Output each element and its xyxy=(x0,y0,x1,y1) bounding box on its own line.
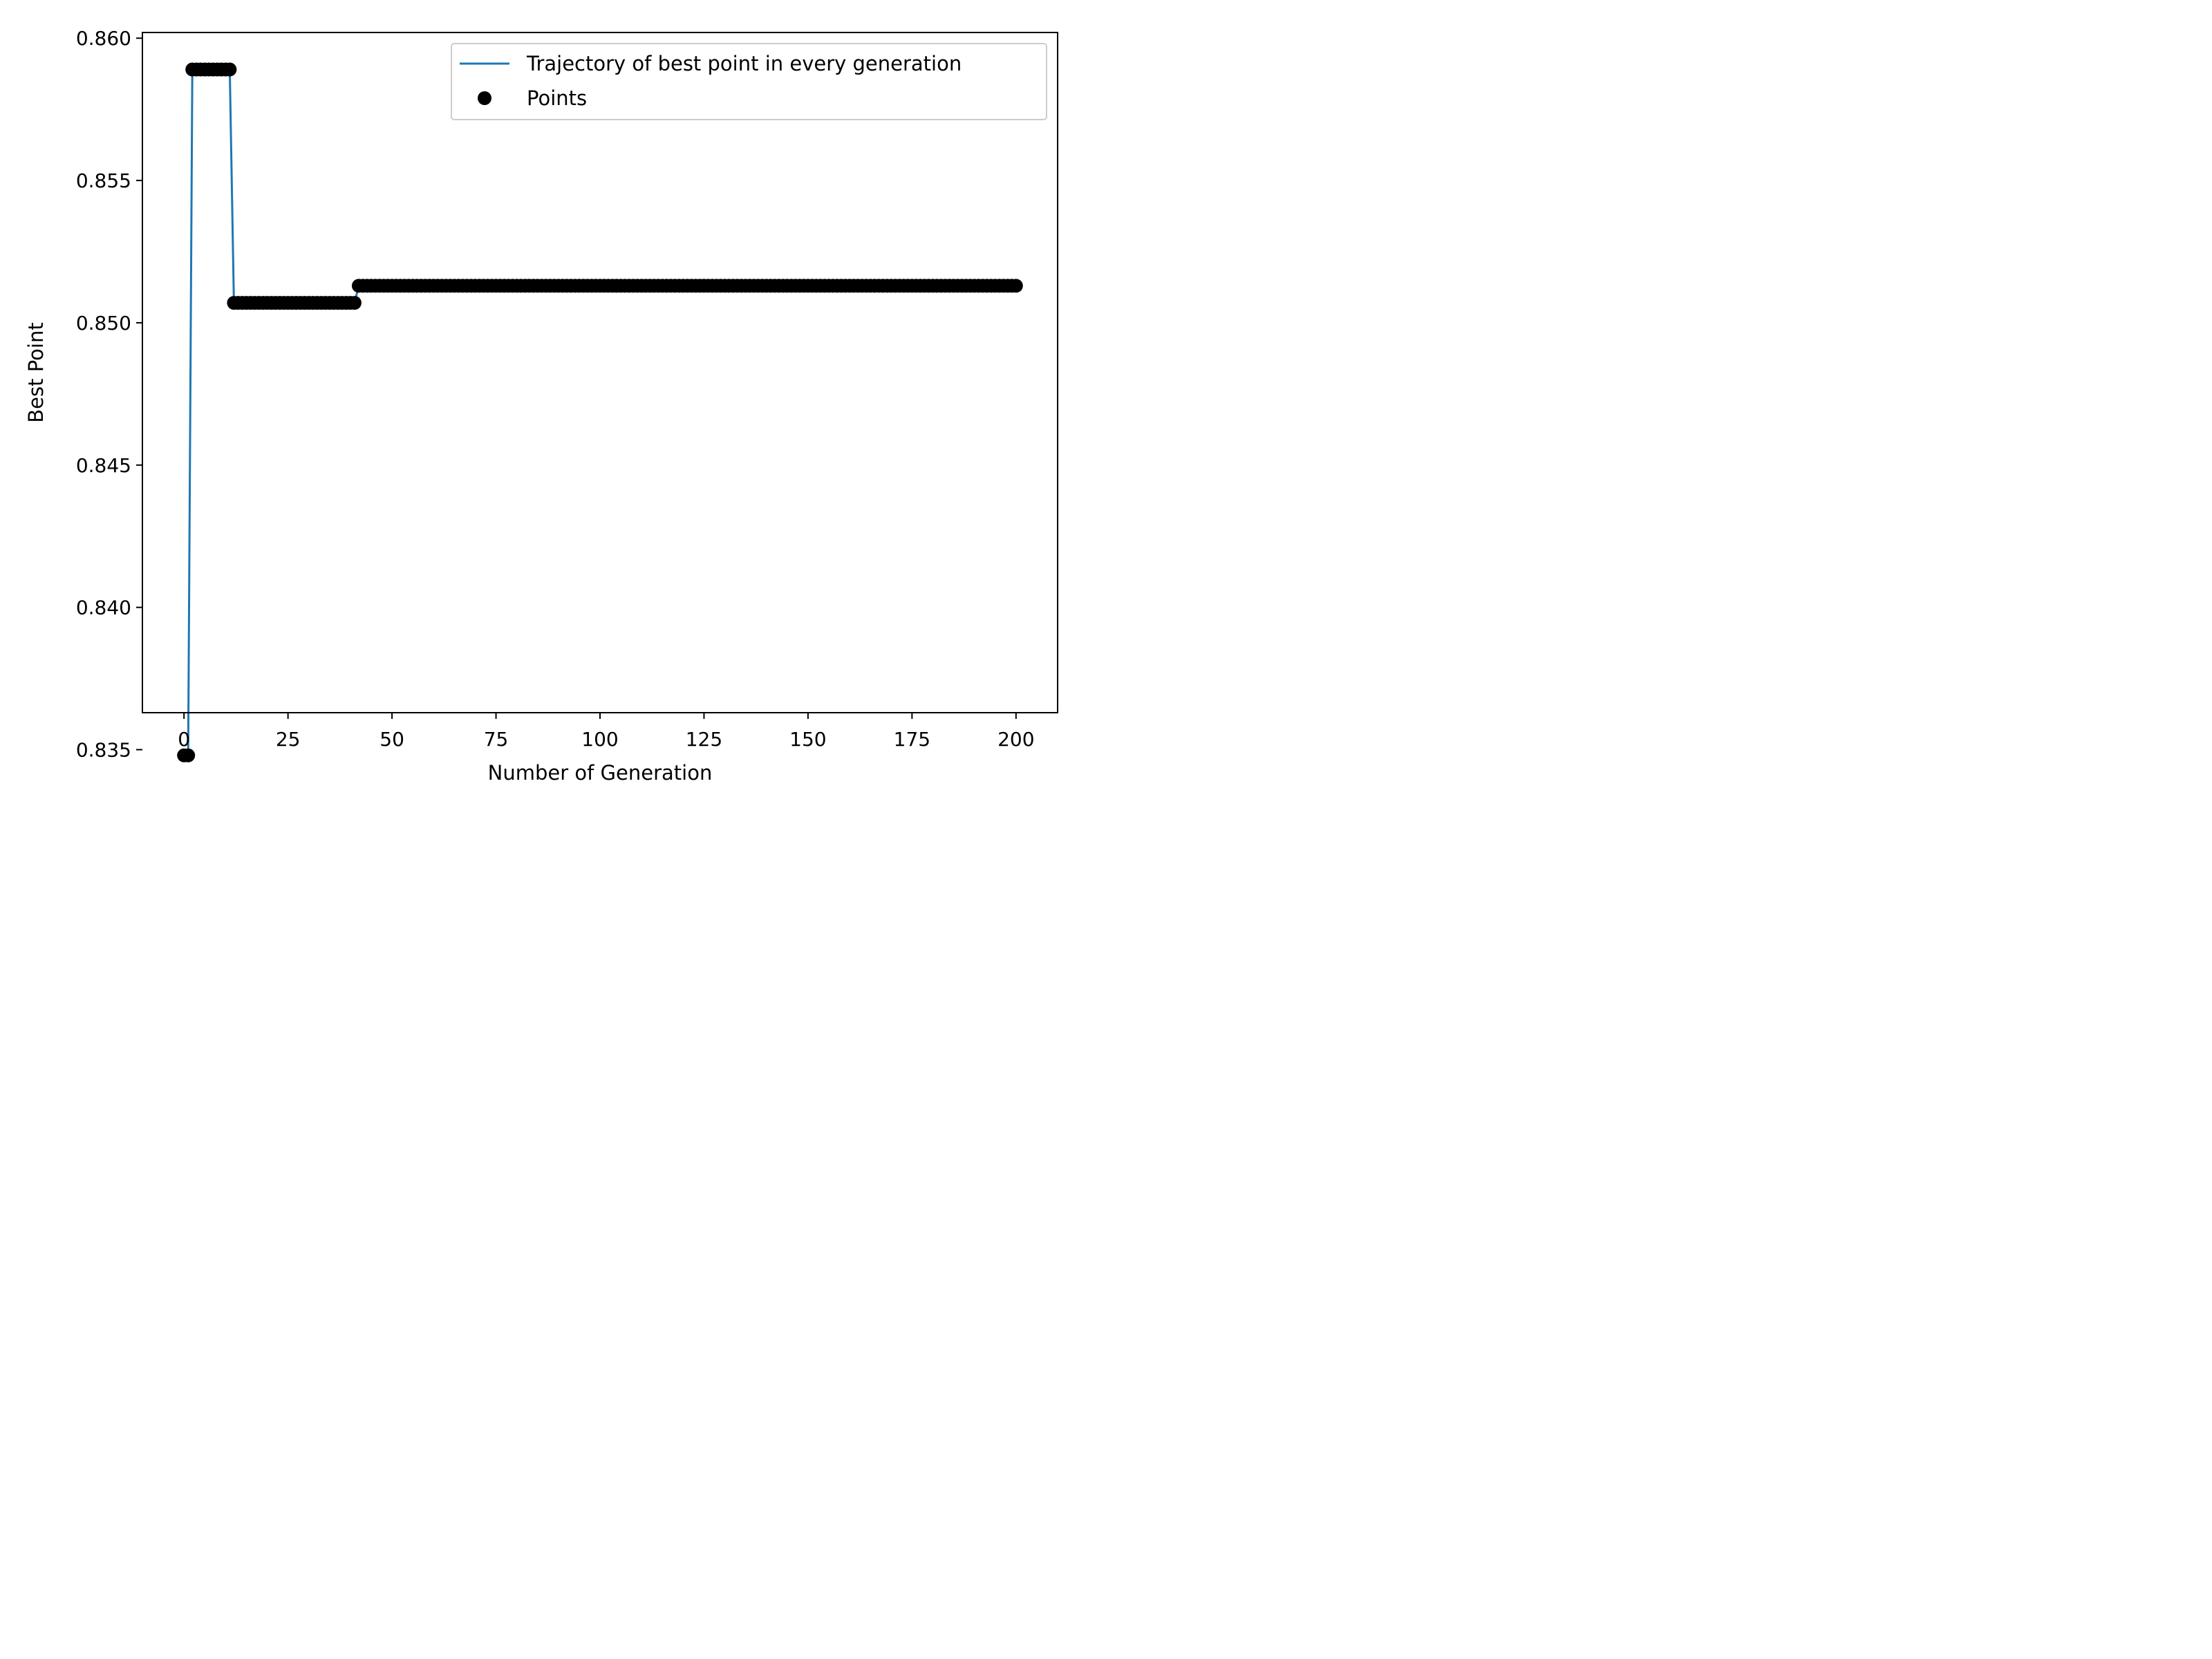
x-tick-label: 175 xyxy=(894,728,930,751)
legend-points-swatch xyxy=(478,91,491,105)
figure-background xyxy=(0,0,1081,804)
legend-trajectory-label: Trajectory of best point in every genera… xyxy=(526,52,962,75)
x-axis-label: Number of Generation xyxy=(488,761,713,785)
legend: Trajectory of best point in every genera… xyxy=(451,43,1047,120)
x-tick-label: 50 xyxy=(379,728,404,751)
y-tick-label: 0.845 xyxy=(76,454,131,477)
y-tick-label: 0.855 xyxy=(76,169,131,192)
y-tick-label: 0.840 xyxy=(76,597,131,619)
data-point xyxy=(223,62,237,77)
data-point xyxy=(347,296,362,310)
data-point xyxy=(1009,279,1023,293)
x-tick-label: 25 xyxy=(276,728,301,751)
data-point xyxy=(181,748,196,762)
x-tick-label: 75 xyxy=(484,728,509,751)
x-tick-label: 100 xyxy=(581,728,618,751)
legend-points-label: Points xyxy=(527,86,587,110)
x-tick-label: 150 xyxy=(789,728,826,751)
series-points-layer xyxy=(177,62,1023,762)
x-tick-label: 200 xyxy=(997,728,1034,751)
chart: 0 25 50 75 100 125 150 175 200 0.8350.8400.8450.… xyxy=(0,0,1081,804)
y-tick-label: 0.850 xyxy=(76,312,131,335)
y-axis: 0.835 0.840 0.845 0.850 0.855 0.860 xyxy=(76,27,142,762)
x-tick-label: 0 xyxy=(178,728,190,751)
plot-area xyxy=(177,62,1023,762)
x-tick-label: 125 xyxy=(686,728,722,751)
y-tick-label: 0.835 xyxy=(76,739,131,762)
y-axis-label: Best Point xyxy=(24,322,48,422)
y-tick-label: 0.860 xyxy=(76,27,131,50)
x-axis: 0 25 50 75 100 125 150 175 200 xyxy=(178,713,1035,751)
legend-box xyxy=(451,43,1047,120)
